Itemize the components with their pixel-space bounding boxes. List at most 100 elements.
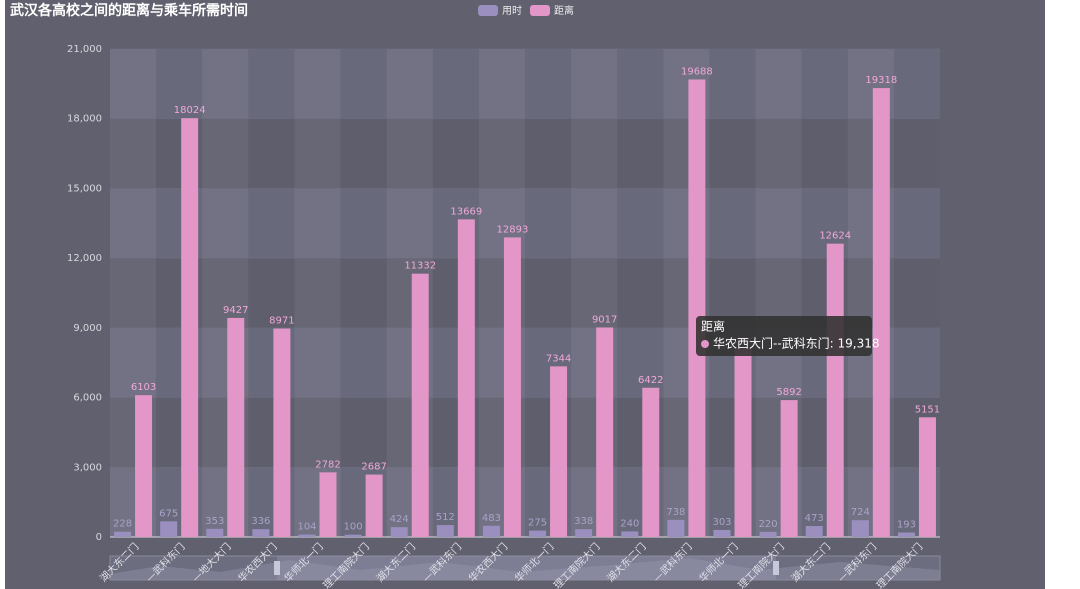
bar bbox=[621, 531, 639, 537]
tooltip-title: 距离 bbox=[701, 319, 725, 334]
data-label: 5892 bbox=[776, 387, 801, 398]
category-band bbox=[294, 49, 341, 537]
bar bbox=[344, 534, 362, 537]
legend-swatch bbox=[478, 5, 498, 16]
bar bbox=[390, 527, 408, 537]
data-label: 228 bbox=[113, 519, 132, 530]
chart-title: 武汉各高校之间的距离与乘车所需时间 bbox=[10, 2, 248, 19]
legend-label: 用时 bbox=[502, 5, 522, 17]
bar bbox=[482, 525, 500, 537]
bar bbox=[252, 529, 270, 537]
data-label: 12893 bbox=[497, 224, 529, 235]
bar bbox=[759, 531, 777, 537]
tooltip-text: 华农西大门--武科东门: 19,318 bbox=[713, 336, 880, 351]
bar bbox=[298, 534, 316, 537]
grid-band bbox=[110, 467, 940, 537]
data-label: 12624 bbox=[819, 231, 851, 242]
bar bbox=[206, 528, 224, 537]
y-tick-label: 6,000 bbox=[73, 393, 102, 404]
y-tick-label: 3,000 bbox=[73, 462, 102, 473]
y-tick-label: 18,000 bbox=[67, 114, 102, 125]
y-tick-label: 0 bbox=[96, 532, 102, 543]
data-label: 5151 bbox=[915, 404, 940, 415]
grid-band bbox=[110, 188, 940, 259]
bar bbox=[713, 529, 731, 537]
y-tick-label: 21,000 bbox=[67, 44, 102, 55]
y-tick-label: 15,000 bbox=[67, 183, 102, 194]
bar bbox=[411, 273, 429, 537]
bar bbox=[780, 400, 798, 537]
data-label: 512 bbox=[436, 512, 455, 523]
y-tick-label: 12,000 bbox=[67, 253, 102, 264]
data-label: 724 bbox=[851, 507, 870, 518]
data-label: 19688 bbox=[681, 66, 713, 77]
data-label: 483 bbox=[482, 513, 501, 524]
grid-band bbox=[110, 118, 940, 189]
bar bbox=[918, 417, 936, 537]
bar bbox=[273, 328, 291, 537]
data-label: 240 bbox=[620, 518, 639, 529]
bar bbox=[826, 243, 844, 538]
bar bbox=[436, 525, 454, 537]
data-label: 18024 bbox=[174, 105, 206, 116]
bar bbox=[734, 348, 752, 537]
bar bbox=[596, 327, 614, 537]
bar bbox=[805, 526, 823, 537]
data-label: 675 bbox=[159, 508, 178, 519]
data-label: 424 bbox=[390, 514, 409, 525]
bar bbox=[319, 472, 337, 537]
data-label: 2782 bbox=[315, 459, 340, 470]
bar bbox=[227, 317, 245, 537]
bar bbox=[688, 79, 706, 538]
bar bbox=[181, 118, 199, 538]
y-tick-label: 9,000 bbox=[73, 323, 102, 334]
data-label: 6103 bbox=[131, 382, 156, 393]
data-label: 220 bbox=[759, 519, 778, 530]
grid-band bbox=[110, 397, 940, 468]
tooltip-box bbox=[696, 316, 872, 356]
data-label: 6422 bbox=[638, 375, 663, 386]
data-label: 2687 bbox=[361, 462, 386, 473]
data-label: 9017 bbox=[592, 314, 617, 325]
zoom-preview bbox=[110, 558, 940, 580]
data-label: 275 bbox=[528, 518, 547, 529]
bar bbox=[667, 519, 685, 537]
bar bbox=[135, 395, 153, 537]
bar bbox=[457, 219, 475, 538]
data-label: 193 bbox=[897, 520, 916, 531]
bar bbox=[529, 530, 547, 537]
zoom-handle[interactable] bbox=[274, 561, 280, 575]
grid-band bbox=[110, 49, 940, 119]
bar bbox=[575, 529, 593, 537]
data-label: 336 bbox=[251, 516, 270, 527]
bar bbox=[851, 520, 869, 537]
data-label: 19318 bbox=[865, 75, 897, 86]
data-label: 100 bbox=[344, 522, 363, 533]
bar bbox=[550, 366, 568, 537]
data-label: 104 bbox=[297, 522, 316, 533]
bar bbox=[365, 474, 383, 537]
legend-swatch bbox=[530, 5, 550, 16]
data-label: 353 bbox=[205, 516, 224, 527]
data-label: 303 bbox=[712, 517, 731, 528]
data-label: 11332 bbox=[404, 261, 436, 272]
data-label: 7344 bbox=[546, 353, 571, 364]
bar bbox=[872, 88, 890, 537]
data-label: 13669 bbox=[450, 206, 482, 217]
bar bbox=[503, 237, 521, 537]
data-label: 338 bbox=[574, 516, 593, 527]
legend-label: 距离 bbox=[554, 4, 574, 17]
bar bbox=[114, 531, 132, 537]
data-label: 473 bbox=[805, 513, 824, 524]
data-label: 9427 bbox=[223, 305, 248, 316]
zoom-window[interactable] bbox=[277, 556, 776, 580]
data-label: 8971 bbox=[269, 316, 294, 327]
tooltip-marker bbox=[701, 340, 709, 348]
zoom-handle[interactable] bbox=[773, 561, 779, 575]
bar bbox=[897, 532, 915, 537]
bar bbox=[642, 387, 660, 537]
data-zoom[interactable] bbox=[109, 555, 941, 581]
bar bbox=[160, 521, 178, 537]
